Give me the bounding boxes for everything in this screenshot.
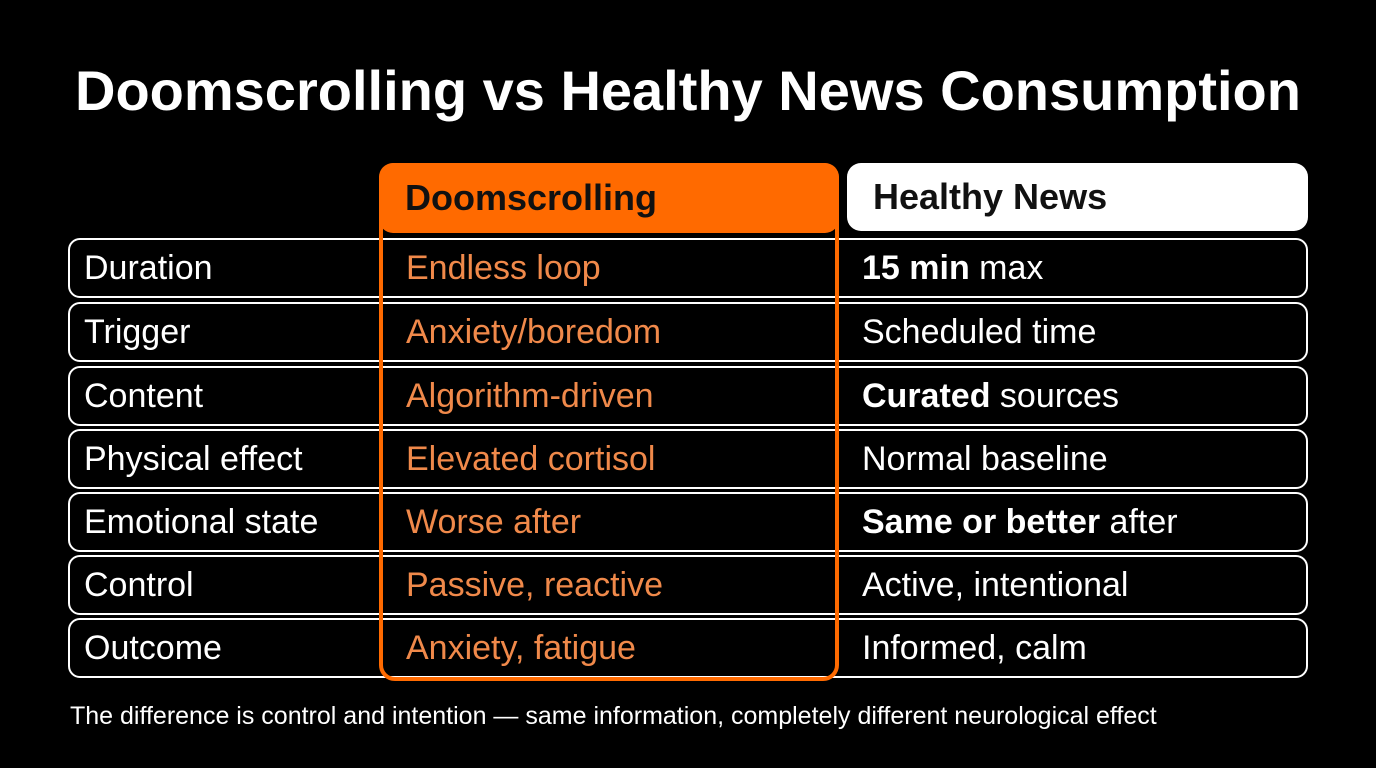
row-label: Duration xyxy=(84,249,213,287)
doomscrolling-cell: Elevated cortisol xyxy=(406,440,656,478)
healthy-news-cell-text: Normal baseline xyxy=(862,440,1108,478)
table-row: Emotional state Worse after Same or bett… xyxy=(68,492,1308,552)
doomscrolling-cell: Passive, reactive xyxy=(406,566,663,604)
doomscrolling-cell: Anxiety, fatigue xyxy=(406,629,636,667)
healthy-news-cell: Same or better after xyxy=(862,494,1178,550)
row-label: Control xyxy=(84,566,194,604)
healthy-news-cell-text: max xyxy=(969,249,1044,287)
healthy-news-cell-text: Scheduled time xyxy=(862,313,1097,351)
healthy-news-cell-emphasis: Curated xyxy=(862,377,991,415)
row-label: Emotional state xyxy=(84,503,319,541)
doomscrolling-header-label: Doomscrolling xyxy=(405,177,658,218)
healthy-news-cell-text: after xyxy=(1100,503,1178,541)
row-label: Physical effect xyxy=(84,440,303,478)
doomscrolling-cell: Algorithm-driven xyxy=(406,377,654,415)
page-title: Doomscrolling vs Healthy News Consumptio… xyxy=(75,59,1301,122)
healthy-news-cell-text: Active, intentional xyxy=(862,566,1129,604)
doomscrolling-cell: Endless loop xyxy=(406,249,601,287)
healthy-news-cell-text: sources xyxy=(990,377,1119,415)
healthy-news-cell-emphasis: Same or better xyxy=(862,503,1101,541)
doomscrolling-cell: Anxiety/boredom xyxy=(406,313,662,351)
healthy-news-column-header: Healthy News xyxy=(847,163,1308,231)
healthy-news-cell: Normal baseline xyxy=(862,431,1108,487)
doomscrolling-cell: Worse after xyxy=(406,503,582,541)
table-row: Control Passive, reactive Active, intent… xyxy=(68,555,1308,615)
doomscrolling-column-highlight xyxy=(379,163,839,681)
row-label: Trigger xyxy=(84,313,191,351)
healthy-news-cell: Curated sources xyxy=(862,368,1119,424)
healthy-news-cell-emphasis: 15 min xyxy=(862,249,970,287)
table-row: Trigger Anxiety/boredom Scheduled time xyxy=(68,302,1308,362)
table-row: Physical effect Elevated cortisol Normal… xyxy=(68,429,1308,489)
row-label: Content xyxy=(84,377,204,415)
healthy-news-cell: Scheduled time xyxy=(862,304,1096,360)
doomscrolling-column-header: Doomscrolling xyxy=(379,163,839,233)
healthy-news-cell: 15 min max xyxy=(862,240,1043,296)
footer-caption: The difference is control and intention … xyxy=(70,702,1157,730)
healthy-news-cell: Active, intentional xyxy=(862,557,1129,613)
row-label: Outcome xyxy=(84,629,222,667)
healthy-news-cell-text: Informed, calm xyxy=(862,629,1087,667)
healthy-news-cell: Informed, calm xyxy=(862,620,1087,676)
healthy-news-header-label: Healthy News xyxy=(873,176,1108,217)
table-row: Content Algorithm-driven Curated sources xyxy=(68,366,1308,426)
table-row: Duration Endless loop 15 min max xyxy=(68,238,1308,298)
